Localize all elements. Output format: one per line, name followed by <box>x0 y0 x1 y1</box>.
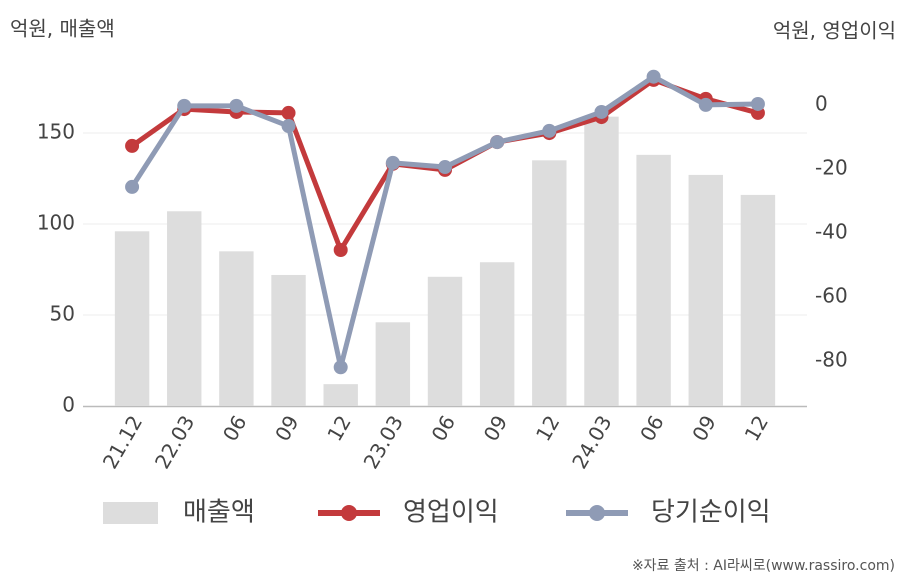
y-tick-label: 100 <box>37 211 75 235</box>
x-tick-label: 09 <box>687 411 721 445</box>
y-tick-label: 150 <box>37 120 75 144</box>
legend-swatch <box>103 502 158 524</box>
bar <box>323 384 358 406</box>
point <box>438 160 452 175</box>
bar <box>479 262 515 406</box>
point <box>333 243 348 258</box>
point <box>333 360 348 375</box>
x-tick-label: 23.03 <box>359 411 408 473</box>
x-tick-label: 24.03 <box>567 411 616 473</box>
point <box>177 98 192 113</box>
y2-tick-label: -20 <box>815 155 848 179</box>
bar <box>584 116 619 407</box>
point <box>281 105 296 120</box>
x-tick-label: 09 <box>270 411 304 445</box>
x-tick-label: 06 <box>427 411 461 445</box>
y2-tick-label: -40 <box>815 220 848 244</box>
legend-label: 당기순이익 <box>651 498 771 528</box>
bar <box>219 251 254 406</box>
point <box>125 138 140 153</box>
y-axis-title: 억원, 매출액 <box>10 17 115 41</box>
point <box>229 98 244 113</box>
legend-swatch <box>589 505 605 521</box>
point <box>542 123 557 138</box>
x-tick-label: 12 <box>322 411 356 445</box>
source-note: ※자료 출처 : AI라씨로(www.rassiro.com) <box>632 558 895 574</box>
bar <box>427 276 463 406</box>
y2-tick-label: -60 <box>815 284 848 308</box>
x-tick-label: 12 <box>531 411 565 445</box>
point <box>698 97 713 112</box>
x-tick-label: 12 <box>740 411 774 445</box>
bar <box>636 154 671 406</box>
bar <box>688 174 723 406</box>
bar <box>271 274 306 406</box>
point <box>490 135 505 150</box>
y-tick-label: 0 <box>62 393 75 417</box>
bar <box>532 160 567 406</box>
legend-swatch <box>341 505 357 521</box>
point <box>281 119 296 134</box>
point <box>385 155 400 170</box>
point <box>594 104 609 119</box>
x-tick-label: 21.12 <box>98 411 147 473</box>
legend-label: 영업이익 <box>403 498 499 528</box>
point <box>125 179 140 194</box>
y-tick-label: 50 <box>50 302 75 326</box>
point <box>646 69 661 84</box>
y2-axis-title: 억원, 영업이익 <box>773 19 896 43</box>
x-tick-label: 06 <box>218 411 252 445</box>
x-tick-label: 06 <box>635 411 669 445</box>
bar <box>167 211 202 406</box>
bar <box>114 231 150 406</box>
bar <box>375 322 411 406</box>
point <box>750 96 765 111</box>
x-tick-label: 22.03 <box>150 411 199 473</box>
x-tick-label: 09 <box>479 411 513 445</box>
y2-tick-label: 0 <box>815 91 828 115</box>
y2-tick-label: -80 <box>815 348 848 372</box>
legend-label: 매출액 <box>183 498 255 528</box>
bar <box>740 194 776 406</box>
